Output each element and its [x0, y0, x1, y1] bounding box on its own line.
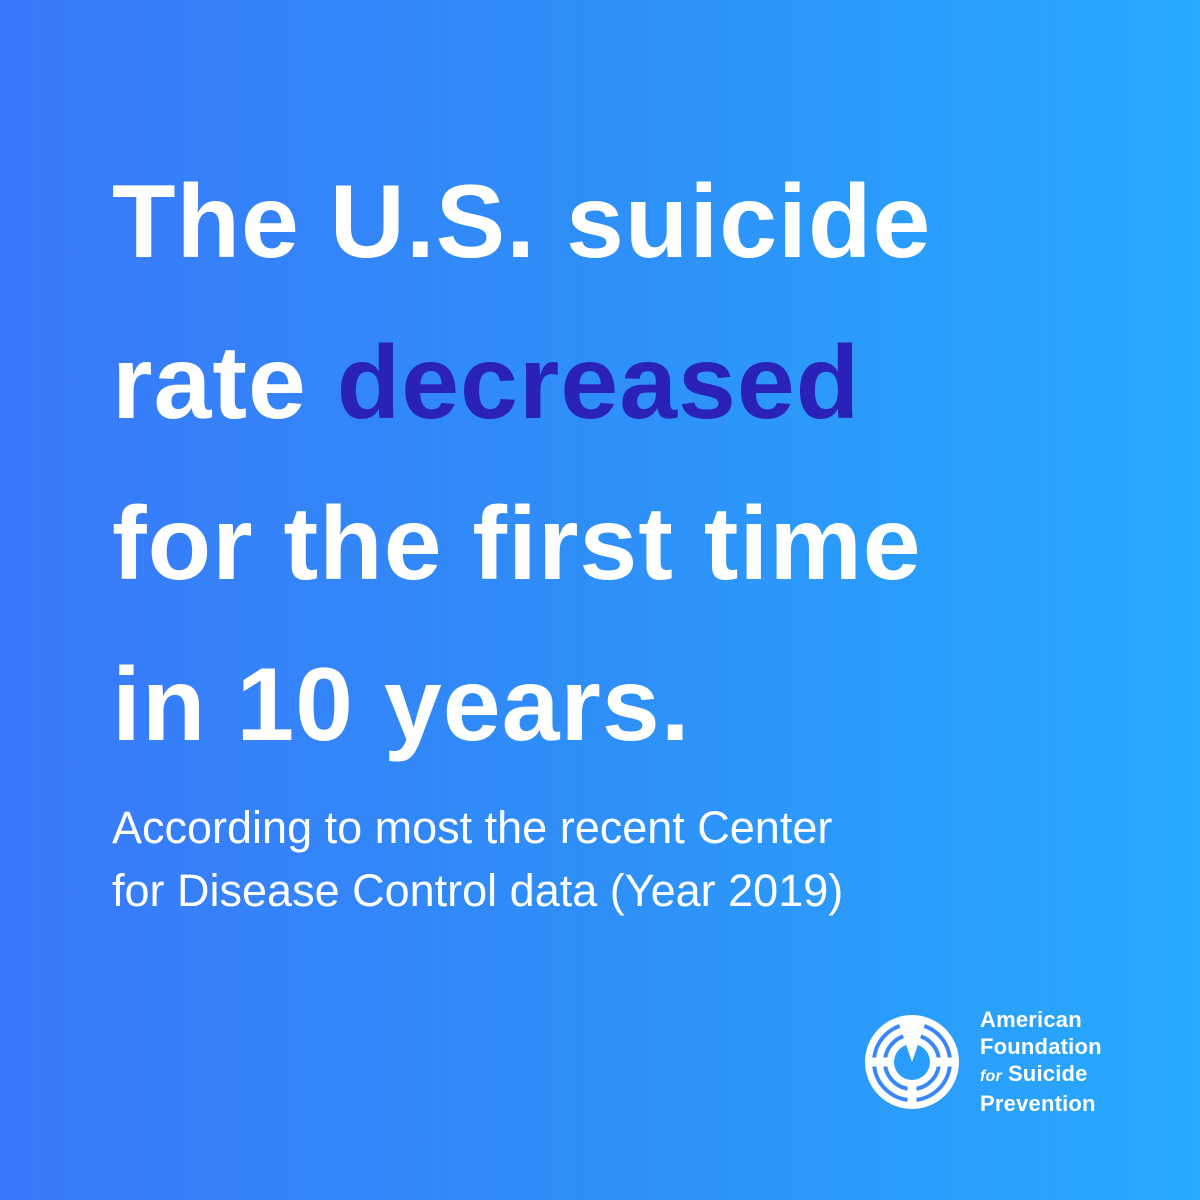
logo-line-3: for Suicide [980, 1060, 1102, 1090]
headline-line-1: The U.S. suicide [112, 164, 932, 280]
headline-line-3: for the first time [112, 486, 922, 602]
headline-line-2-prefix: rate [112, 325, 337, 441]
source-note-line-2: for Disease Control data (Year 2019) [112, 865, 844, 916]
headline: The U.S. suicide rate decreased for the … [112, 142, 1112, 786]
source-note: According to most the recent Center for … [112, 796, 1092, 922]
logo-line-4: Prevention [980, 1091, 1096, 1116]
logo-wordmark: American Foundation for Suicide Preventio… [980, 1006, 1102, 1117]
life-ring-icon [865, 1014, 959, 1109]
afsp-logo: American Foundation for Suicide Preventio… [862, 1006, 1102, 1117]
headline-line-4: in 10 years. [112, 647, 691, 763]
logo-line-2: Foundation [980, 1034, 1102, 1059]
logo-line-1: American [980, 1007, 1082, 1032]
headline-accent-word: decreased [336, 325, 861, 441]
headline-line-2: rate decreased [112, 303, 1112, 464]
logo-for: for [980, 1068, 1002, 1085]
source-note-line-1: According to most the recent Center [112, 802, 833, 853]
logo-suicide: Suicide [1007, 1061, 1088, 1086]
